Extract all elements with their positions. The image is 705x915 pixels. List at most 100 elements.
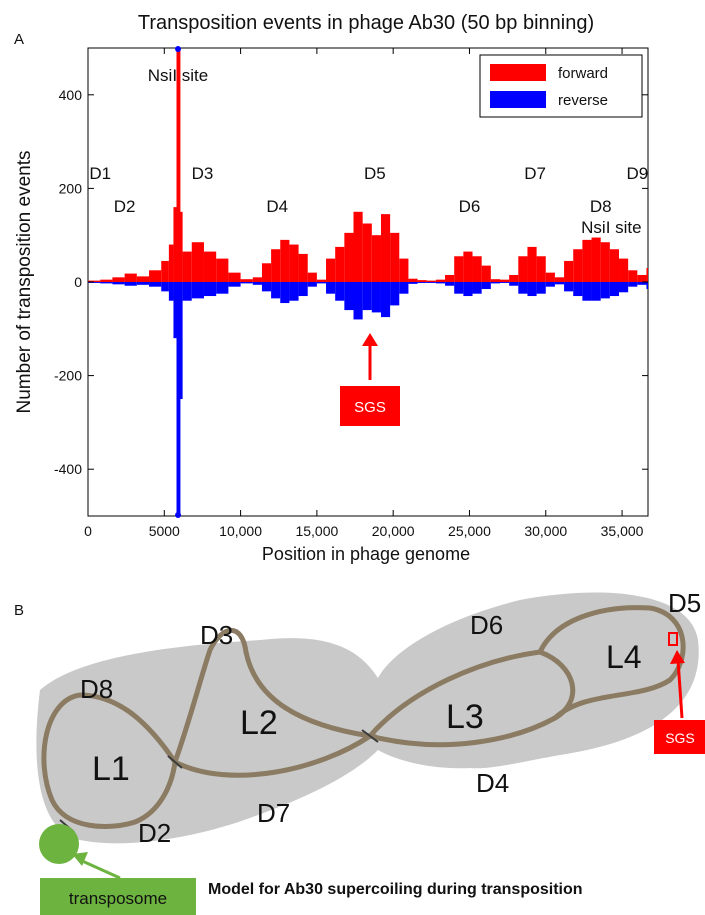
x-axis-label: Position in phage genome xyxy=(262,544,470,564)
bar-reverse-12 xyxy=(191,282,204,299)
bar-reverse-15 xyxy=(228,282,241,287)
spike-forward xyxy=(177,48,181,282)
x-tick-label-2: 10,000 xyxy=(219,523,262,539)
bar-reverse-24 xyxy=(316,282,327,284)
rope-loop-l2 xyxy=(172,628,377,778)
loop-label-l2: L2 xyxy=(240,704,278,742)
bar-reverse-39 xyxy=(454,282,464,294)
bar-forward-46 xyxy=(518,256,528,282)
bar-reverse-58 xyxy=(628,282,638,287)
bar-forward-29 xyxy=(362,223,372,282)
bar-forward-51 xyxy=(564,260,574,282)
bar-reverse-59 xyxy=(637,282,647,285)
domain-label-d3: D3 xyxy=(200,620,233,650)
bar-reverse-54 xyxy=(591,282,601,301)
bar-forward-17 xyxy=(252,277,262,282)
bar-reverse-17 xyxy=(252,282,262,285)
legend-label-reverse: reverse xyxy=(558,92,608,109)
bar-forward-22 xyxy=(298,253,308,282)
loop-label-l3: L3 xyxy=(446,698,484,736)
transposome-marker: transposome xyxy=(39,824,196,915)
x-tick-label-3: 15,000 xyxy=(295,523,338,539)
panel-b-caption: Model for Ab30 supercoiling during trans… xyxy=(208,881,583,898)
spike-bottom-dot xyxy=(175,512,182,518)
annotation-7: D7 xyxy=(524,164,546,183)
domain-label-d4: D4 xyxy=(476,768,509,798)
bar-forward-59 xyxy=(637,274,647,282)
bar-forward-9 xyxy=(176,48,179,282)
bar-reverse-27 xyxy=(344,282,354,311)
bar-reverse-18 xyxy=(261,282,272,292)
bar-forward-15 xyxy=(228,272,241,282)
bar-reverse-50 xyxy=(554,282,565,285)
bar-reverse-4 xyxy=(136,282,150,285)
bar-reverse-57 xyxy=(619,282,629,293)
sgs-site-marker xyxy=(668,632,678,646)
bar-reverse-47 xyxy=(527,282,537,297)
transposome-arrow xyxy=(79,858,121,880)
domain-label-d5: D5 xyxy=(668,588,701,618)
bar-reverse-11 xyxy=(182,282,192,301)
bar-forward-55 xyxy=(600,242,610,282)
bar-forward-2 xyxy=(112,277,125,282)
bar-forward-39 xyxy=(454,256,464,282)
y-tick-label-2: 0 xyxy=(74,274,82,290)
x-tick-label-0: 0 xyxy=(84,523,92,539)
bar-forward-41 xyxy=(472,256,482,282)
bar-reverse-9 xyxy=(176,282,179,516)
bar-reverse-21 xyxy=(289,282,299,301)
bar-reverse-41 xyxy=(472,282,482,294)
y-axis: -400 -200 0 200 400 xyxy=(54,87,648,477)
transposome-arrowhead xyxy=(72,852,88,866)
bar-reverse-30 xyxy=(371,282,381,313)
bar-forward-58 xyxy=(628,270,638,282)
bar-reverse-31 xyxy=(380,282,391,318)
bar-reverse-8 xyxy=(173,282,177,339)
loop-label-l1: L1 xyxy=(92,750,130,788)
bar-forward-37 xyxy=(435,279,446,282)
bar-forward-53 xyxy=(582,239,592,282)
bar-forward-23 xyxy=(307,272,317,282)
bar-reverse-55 xyxy=(600,282,610,299)
dna-rope xyxy=(41,605,686,829)
y-tick-label-0: -400 xyxy=(54,461,82,477)
bar-layer xyxy=(88,46,648,518)
panel-a-letter: A xyxy=(14,31,24,48)
bar-reverse-29 xyxy=(362,282,372,311)
legend: forward reverse xyxy=(479,54,643,118)
bar-reverse-35 xyxy=(417,282,427,283)
chart-area: -400 -200 0 200 400 0 5000 10,000 15,000 20,000 2… xyxy=(54,46,649,539)
x-tick-label-6: 30,000 xyxy=(524,523,567,539)
y-tick-label-1: -200 xyxy=(54,368,82,384)
bar-forward-38 xyxy=(445,274,455,282)
bar-forward-32 xyxy=(390,232,400,282)
domain-label-d2: D2 xyxy=(138,818,171,848)
crossing-2 xyxy=(361,729,379,743)
bar-forward-57 xyxy=(619,258,629,282)
annotation-9: NsiI site xyxy=(581,218,641,237)
bar-reverse-26 xyxy=(335,282,345,301)
bar-reverse-46 xyxy=(518,282,528,294)
panel-b-letter: B xyxy=(14,602,24,619)
bar-forward-60 xyxy=(646,267,648,282)
domain-label-d8: D8 xyxy=(80,674,113,704)
sgs-arrow-b xyxy=(676,659,684,719)
bar-reverse-33 xyxy=(399,282,409,294)
bar-forward-1 xyxy=(100,279,113,282)
bar-reverse-48 xyxy=(536,282,546,294)
rope-loop-l1 xyxy=(41,692,178,829)
bar-forward-27 xyxy=(344,232,354,282)
bar-reverse-49 xyxy=(545,282,555,287)
bar-reverse-45 xyxy=(509,282,519,286)
bar-forward-44 xyxy=(499,279,510,282)
bar-reverse-38 xyxy=(445,282,455,286)
bar-forward-34 xyxy=(408,278,418,282)
bar-reverse-53 xyxy=(582,282,592,301)
sgs-box-b xyxy=(654,720,705,754)
bar-forward-16 xyxy=(240,279,253,282)
annotation-1: D1 xyxy=(89,164,111,183)
domain-label-d6: D6 xyxy=(470,610,503,640)
bar-forward-47 xyxy=(527,246,537,282)
bar-forward-4 xyxy=(136,276,150,282)
